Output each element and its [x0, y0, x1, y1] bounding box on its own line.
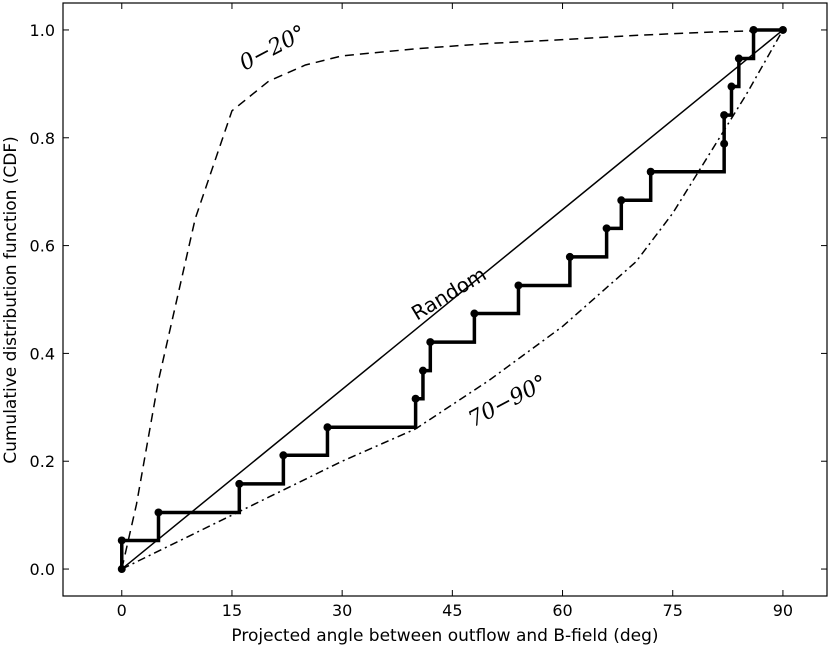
cdf-curves [120, 28, 784, 570]
y-axis-label: Cumulative distribution function (CDF) [1, 136, 21, 464]
data-point [117, 536, 126, 545]
annotation-label: 0−20° [236, 21, 311, 77]
x-axis-label: Projected angle between outflow and B-fi… [231, 626, 658, 646]
curve-0-20 [121, 29, 783, 570]
y-tick-label: 1.0 [30, 21, 55, 40]
plot-frame [62, 2, 828, 597]
empirical-cdf-step [120, 28, 783, 570]
data-point [117, 565, 126, 574]
data-point [418, 366, 427, 375]
data-point [426, 338, 435, 347]
data-point [646, 167, 655, 176]
curve-random [121, 29, 784, 570]
step-markers [117, 25, 787, 574]
data-point [727, 82, 736, 91]
axis-ticks: 0 15 30 45 60 75 90 0.0 0.2 0.4 0.6 0.8 1.0 [30, 3, 827, 620]
data-point [617, 196, 626, 205]
curve-70-90 [121, 29, 784, 570]
x-tick-label: 0 [117, 601, 127, 620]
data-point [470, 309, 479, 318]
curve-annotations: Random 0−20° 70−90° [236, 21, 552, 433]
y-tick-label: 0.8 [30, 129, 55, 148]
x-tick-label: 45 [442, 601, 462, 620]
data-point [720, 111, 729, 120]
x-tick-label: 30 [332, 601, 352, 620]
y-tick-label: 0.6 [30, 237, 55, 256]
data-point [602, 224, 611, 233]
data-point [279, 451, 288, 460]
data-point [749, 25, 758, 34]
data-point [154, 508, 163, 517]
data-point [411, 394, 420, 403]
x-tick-label: 60 [552, 601, 572, 620]
data-point [235, 479, 244, 488]
annotation-label: 70−90° [464, 370, 551, 432]
x-tick-label: 75 [663, 601, 683, 620]
annotation-label: Random [407, 262, 490, 325]
data-point [514, 281, 523, 290]
data-point [720, 139, 729, 148]
x-tick-label: 15 [222, 601, 242, 620]
x-tick-label: 90 [773, 601, 793, 620]
data-point [778, 25, 787, 34]
y-tick-label: 0.2 [30, 452, 55, 471]
data-point [734, 54, 743, 63]
data-point [565, 252, 574, 261]
y-tick-label: 0.0 [30, 560, 55, 579]
data-point [323, 423, 332, 432]
y-tick-label: 0.4 [30, 344, 55, 363]
